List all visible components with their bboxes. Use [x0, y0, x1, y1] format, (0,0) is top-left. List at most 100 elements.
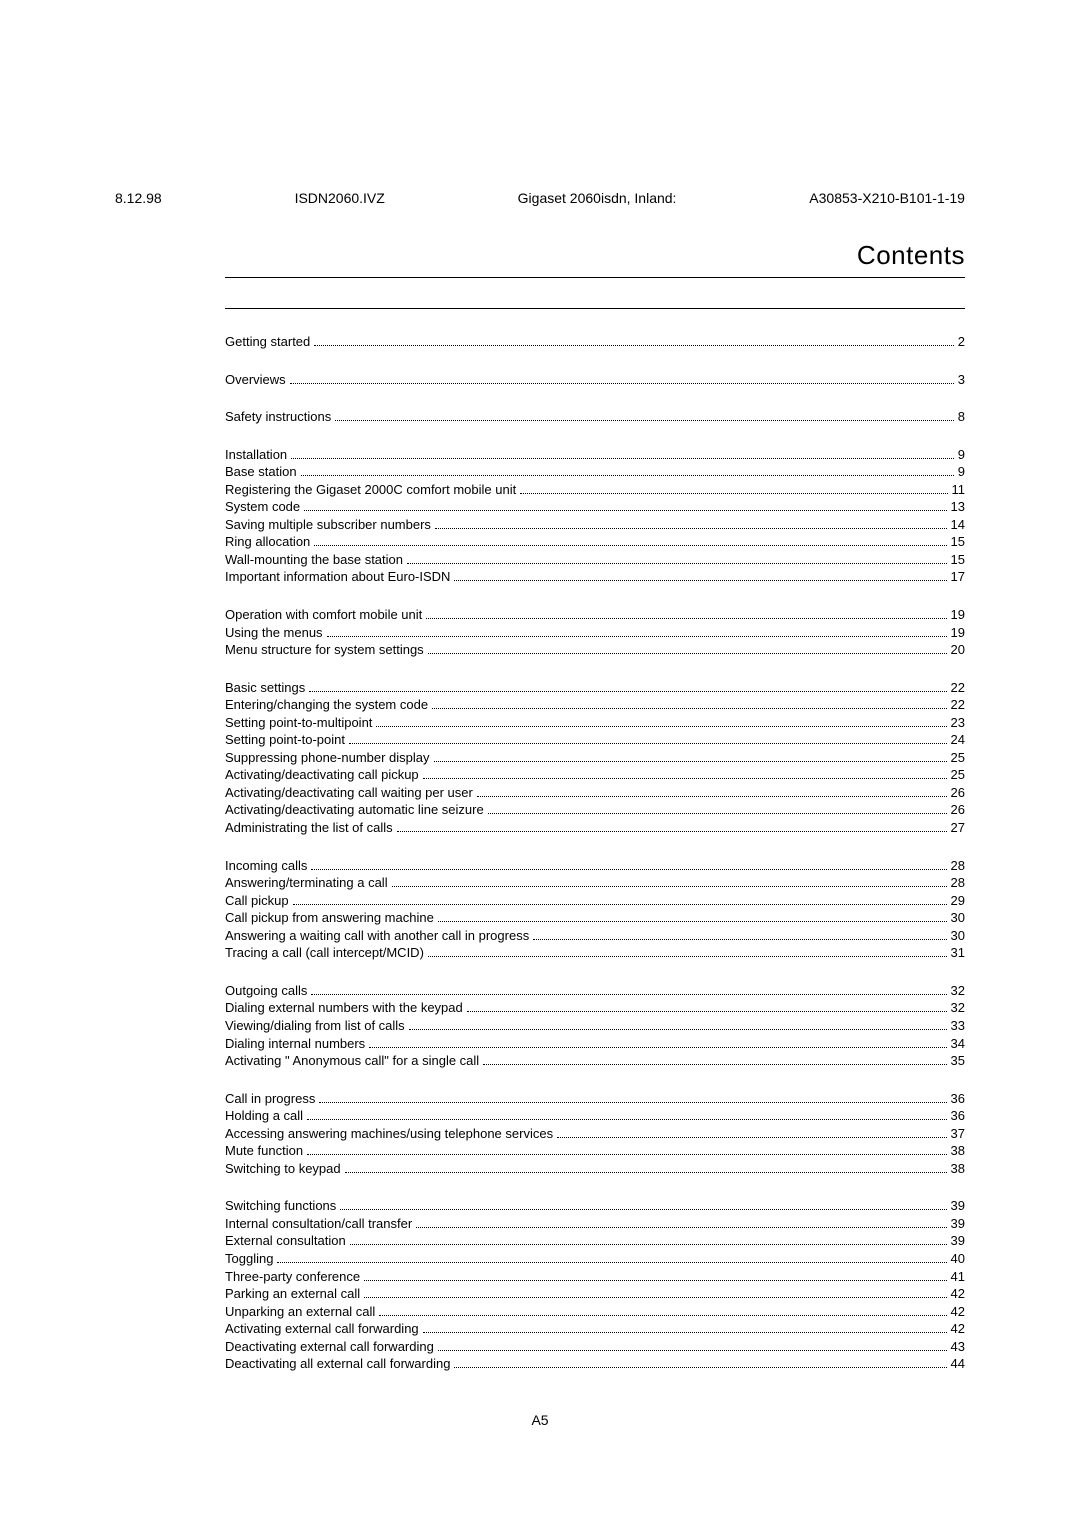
- toc-row: Setting point-to-multipoint 23: [225, 714, 965, 732]
- toc-page-number: 38: [951, 1160, 965, 1178]
- toc-label: Entering/changing the system code: [225, 696, 428, 714]
- toc-row: System code 13: [225, 498, 965, 516]
- toc-container: Getting started 2Overviews 3Safety instr…: [225, 333, 965, 1373]
- toc-leader-dots: [369, 1047, 946, 1048]
- toc-row: Menu structure for system settings 20: [225, 641, 965, 659]
- toc-label: Overviews: [225, 371, 286, 389]
- toc-leader-dots: [477, 796, 947, 797]
- toc-page-number: 20: [951, 641, 965, 659]
- toc-row: Switching to keypad 38: [225, 1160, 965, 1178]
- toc-row: Ring allocation 15: [225, 533, 965, 551]
- toc-page-number: 23: [951, 714, 965, 732]
- toc-leader-dots: [277, 1262, 946, 1263]
- toc-row: Entering/changing the system code 22: [225, 696, 965, 714]
- toc-label: Wall-mounting the base station: [225, 551, 403, 569]
- toc-label: Answering/terminating a call: [225, 874, 388, 892]
- toc-leader-dots: [290, 383, 954, 384]
- toc-leader-dots: [291, 458, 954, 459]
- toc-leader-dots: [311, 869, 946, 870]
- toc-leader-dots: [409, 1029, 947, 1030]
- toc-label: Unparking an external call: [225, 1303, 375, 1321]
- content-area: Contents Getting started 2Overviews 3Saf…: [225, 240, 965, 1393]
- toc-row: Important information about Euro-ISDN 17: [225, 568, 965, 586]
- toc-section: Switching functions 39Internal consultat…: [225, 1197, 965, 1372]
- toc-row: Switching functions 39: [225, 1197, 965, 1215]
- toc-row: Activating/deactivating call waiting per…: [225, 784, 965, 802]
- toc-leader-dots: [376, 726, 946, 727]
- toc-page-number: 28: [951, 857, 965, 875]
- toc-label: Parking an external call: [225, 1285, 360, 1303]
- toc-row: Answering/terminating a call 28: [225, 874, 965, 892]
- toc-leader-dots: [319, 1102, 946, 1103]
- toc-page-number: 39: [951, 1232, 965, 1250]
- toc-leader-dots: [340, 1209, 946, 1210]
- toc-leader-dots: [307, 1119, 946, 1120]
- toc-page-number: 9: [958, 446, 965, 464]
- toc-label: Dialing internal numbers: [225, 1035, 365, 1053]
- toc-page-number: 13: [951, 498, 965, 516]
- toc-leader-dots: [364, 1280, 946, 1281]
- toc-leader-dots: [423, 1332, 947, 1333]
- page-title: Contents: [857, 240, 965, 270]
- toc-row: Call pickup 29: [225, 892, 965, 910]
- toc-label: Toggling: [225, 1250, 273, 1268]
- toc-label: Answering a waiting call with another ca…: [225, 927, 529, 945]
- toc-section: Operation with comfort mobile unit 19Usi…: [225, 606, 965, 659]
- toc-page-number: 11: [952, 481, 966, 499]
- toc-leader-dots: [432, 708, 946, 709]
- toc-leader-dots: [416, 1227, 946, 1228]
- toc-label: Menu structure for system settings: [225, 641, 424, 659]
- toc-row: Installation 9: [225, 446, 965, 464]
- toc-leader-dots: [392, 886, 947, 887]
- toc-leader-dots: [345, 1172, 947, 1173]
- toc-section: Safety instructions 8: [225, 408, 965, 426]
- toc-leader-dots: [314, 345, 953, 346]
- toc-page-number: 34: [951, 1035, 965, 1053]
- toc-label: Call pickup: [225, 892, 289, 910]
- toc-label: Setting point-to-point: [225, 731, 345, 749]
- toc-row: Wall-mounting the base station 15: [225, 551, 965, 569]
- toc-label: Activating/deactivating call pickup: [225, 766, 419, 784]
- toc-label: Call in progress: [225, 1090, 315, 1108]
- toc-label: Getting started: [225, 333, 310, 351]
- toc-row: Activating/deactivating call pickup 25: [225, 766, 965, 784]
- toc-label: Setting point-to-multipoint: [225, 714, 372, 732]
- toc-row: Parking an external call 42: [225, 1285, 965, 1303]
- toc-page-number: 22: [951, 679, 965, 697]
- toc-label: Deactivating external call forwarding: [225, 1338, 434, 1356]
- toc-label: Installation: [225, 446, 287, 464]
- toc-row: Incoming calls 28: [225, 857, 965, 875]
- toc-row: Dialing internal numbers 34: [225, 1035, 965, 1053]
- toc-label: Holding a call: [225, 1107, 303, 1125]
- toc-row: Base station 9: [225, 463, 965, 481]
- toc-page-number: 42: [951, 1320, 965, 1338]
- title-block: Contents: [225, 240, 965, 278]
- toc-label: System code: [225, 498, 300, 516]
- toc-row: Viewing/dialing from list of calls 33: [225, 1017, 965, 1035]
- toc-label: Administrating the list of calls: [225, 819, 393, 837]
- toc-row: Using the menus 19: [225, 624, 965, 642]
- toc-page-number: 17: [951, 568, 965, 586]
- toc-row: Operation with comfort mobile unit 19: [225, 606, 965, 624]
- toc-page-number: 33: [951, 1017, 965, 1035]
- toc-row: Basic settings 22: [225, 679, 965, 697]
- toc-label: Viewing/dialing from list of calls: [225, 1017, 405, 1035]
- toc-label: Basic settings: [225, 679, 305, 697]
- toc-row: Activating " Anonymous call" for a singl…: [225, 1052, 965, 1070]
- toc-leader-dots: [407, 563, 947, 564]
- toc-leader-dots: [293, 904, 947, 905]
- toc-label: Switching functions: [225, 1197, 336, 1215]
- toc-row: Dialing external numbers with the keypad…: [225, 999, 965, 1017]
- toc-section: Basic settings 22Entering/changing the s…: [225, 679, 965, 837]
- toc-label: Deactivating all external call forwardin…: [225, 1355, 450, 1373]
- toc-label: Activating external call forwarding: [225, 1320, 419, 1338]
- toc-label: Three-party conference: [225, 1268, 360, 1286]
- toc-label: Accessing answering machines/using telep…: [225, 1125, 553, 1143]
- toc-row: Answering a waiting call with another ca…: [225, 927, 965, 945]
- toc-leader-dots: [311, 994, 946, 995]
- toc-page-number: 36: [951, 1107, 965, 1125]
- toc-leader-dots: [428, 653, 947, 654]
- toc-row: Deactivating all external call forwardin…: [225, 1355, 965, 1373]
- toc-row: Call in progress 36: [225, 1090, 965, 1108]
- toc-leader-dots: [397, 831, 947, 832]
